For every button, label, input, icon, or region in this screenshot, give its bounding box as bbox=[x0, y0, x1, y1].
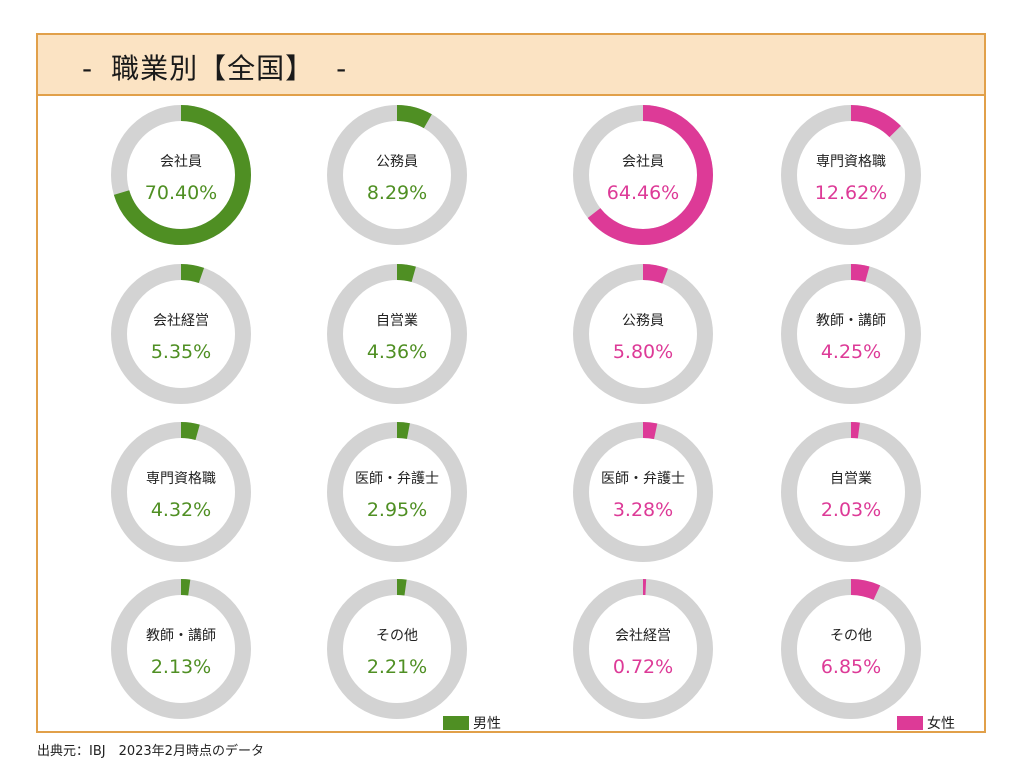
donut-category-label: 会社経営 bbox=[153, 313, 209, 329]
donut-value-arc bbox=[573, 422, 713, 562]
donut-value-arc bbox=[327, 422, 467, 562]
donut-category-label: 教師・講師 bbox=[146, 628, 216, 644]
donut-female-6: 会社経営 0.72% bbox=[573, 579, 713, 719]
donut-value-arc bbox=[573, 105, 713, 245]
donut-female-0: 会社員 64.46% bbox=[573, 105, 713, 245]
donut-track bbox=[573, 579, 713, 719]
donut-track bbox=[111, 422, 251, 562]
donut-category-label: 医師・弁護士 bbox=[355, 471, 439, 487]
donut-value-arc bbox=[781, 579, 921, 719]
donut-value-arc bbox=[111, 422, 251, 562]
donut-value-arc bbox=[573, 264, 713, 404]
donut-value-arc bbox=[111, 105, 251, 245]
donut-category-label: 会社員 bbox=[160, 154, 202, 170]
donut-female-1: 専門資格職 12.62% bbox=[781, 105, 921, 245]
title-text: 職業別【全国】 bbox=[111, 52, 315, 85]
donut-category-label: 教師・講師 bbox=[816, 313, 886, 329]
donut-value-label: 3.28% bbox=[613, 499, 673, 521]
donut-male-0: 会社員 70.40% bbox=[111, 105, 251, 245]
donut-value-label: 4.32% bbox=[151, 499, 211, 521]
donut-value-label: 2.21% bbox=[367, 656, 427, 678]
donut-track bbox=[781, 422, 921, 562]
title-bar: - 職業別【全国】 - bbox=[38, 35, 984, 96]
page-title: - 職業別【全国】 - bbox=[82, 47, 347, 87]
donut-track bbox=[573, 422, 713, 562]
legend-female-label: 女性 bbox=[927, 716, 955, 732]
donut-track bbox=[781, 264, 921, 404]
donut-category-label: 専門資格職 bbox=[816, 154, 886, 170]
donut-value-label: 4.36% bbox=[367, 341, 427, 363]
title-dash-trailing: - bbox=[336, 52, 348, 85]
donut-value-label: 70.40% bbox=[145, 182, 217, 204]
legend-female: 女性 bbox=[897, 713, 955, 733]
donut-value-arc bbox=[573, 579, 713, 719]
donut-track bbox=[111, 579, 251, 719]
donut-category-label: その他 bbox=[830, 628, 872, 644]
donut-male-6: 教師・講師 2.13% bbox=[111, 579, 251, 719]
donut-value-label: 4.25% bbox=[821, 341, 881, 363]
donut-male-3: 自営業 4.36% bbox=[327, 264, 467, 404]
donut-female-7: その他 6.85% bbox=[781, 579, 921, 719]
donut-value-label: 5.35% bbox=[151, 341, 211, 363]
donut-category-label: 専門資格職 bbox=[146, 471, 216, 487]
donut-track bbox=[327, 264, 467, 404]
donut-value-label: 0.72% bbox=[613, 656, 673, 678]
donut-track bbox=[327, 105, 467, 245]
donut-female-5: 自営業 2.03% bbox=[781, 422, 921, 562]
donut-value-arc bbox=[781, 105, 921, 245]
donut-value-label: 5.80% bbox=[613, 341, 673, 363]
legend-male: 男性 bbox=[443, 713, 501, 733]
donut-track bbox=[573, 264, 713, 404]
donut-category-label: 自営業 bbox=[376, 313, 418, 329]
legend-male-swatch bbox=[443, 716, 469, 730]
donut-value-label: 12.62% bbox=[815, 182, 887, 204]
donut-value-label: 6.85% bbox=[821, 656, 881, 678]
donut-value-arc bbox=[111, 264, 251, 404]
donut-category-label: 医師・弁護士 bbox=[601, 471, 685, 487]
donut-category-label: 自営業 bbox=[830, 471, 872, 487]
donut-value-arc bbox=[327, 264, 467, 404]
donut-female-2: 公務員 5.80% bbox=[573, 264, 713, 404]
donut-category-label: その他 bbox=[376, 628, 418, 644]
donut-track bbox=[111, 264, 251, 404]
donut-value-arc bbox=[327, 105, 467, 245]
donut-value-label: 2.95% bbox=[367, 499, 427, 521]
legend-male-label: 男性 bbox=[473, 716, 501, 732]
donut-female-3: 教師・講師 4.25% bbox=[781, 264, 921, 404]
source-note: 出典元：IBJ 2023年2月時点のデータ bbox=[37, 744, 264, 759]
donut-track bbox=[327, 579, 467, 719]
donut-value-label: 2.13% bbox=[151, 656, 211, 678]
donut-category-label: 公務員 bbox=[622, 313, 664, 329]
donut-value-label: 64.46% bbox=[607, 182, 679, 204]
donut-value-arc bbox=[111, 579, 251, 719]
donut-value-arc bbox=[781, 422, 921, 562]
donut-value-label: 8.29% bbox=[367, 182, 427, 204]
donut-male-4: 専門資格職 4.32% bbox=[111, 422, 251, 562]
donut-category-label: 会社員 bbox=[622, 154, 664, 170]
legend-female-swatch bbox=[897, 716, 923, 730]
donut-value-label: 2.03% bbox=[821, 499, 881, 521]
donut-track bbox=[327, 422, 467, 562]
donut-category-label: 公務員 bbox=[376, 154, 418, 170]
title-dash-leading: - bbox=[82, 52, 94, 85]
donut-male-5: 医師・弁護士 2.95% bbox=[327, 422, 467, 562]
donut-female-4: 医師・弁護士 3.28% bbox=[573, 422, 713, 562]
donut-value-arc bbox=[781, 264, 921, 404]
donut-male-7: その他 2.21% bbox=[327, 579, 467, 719]
donut-value-arc bbox=[327, 579, 467, 719]
donut-track bbox=[781, 579, 921, 719]
donut-male-1: 公務員 8.29% bbox=[327, 105, 467, 245]
donut-male-2: 会社経営 5.35% bbox=[111, 264, 251, 404]
donut-category-label: 会社経営 bbox=[615, 628, 671, 644]
